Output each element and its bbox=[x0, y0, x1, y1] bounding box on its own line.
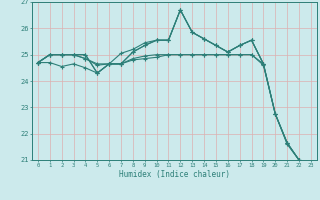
X-axis label: Humidex (Indice chaleur): Humidex (Indice chaleur) bbox=[119, 170, 230, 179]
